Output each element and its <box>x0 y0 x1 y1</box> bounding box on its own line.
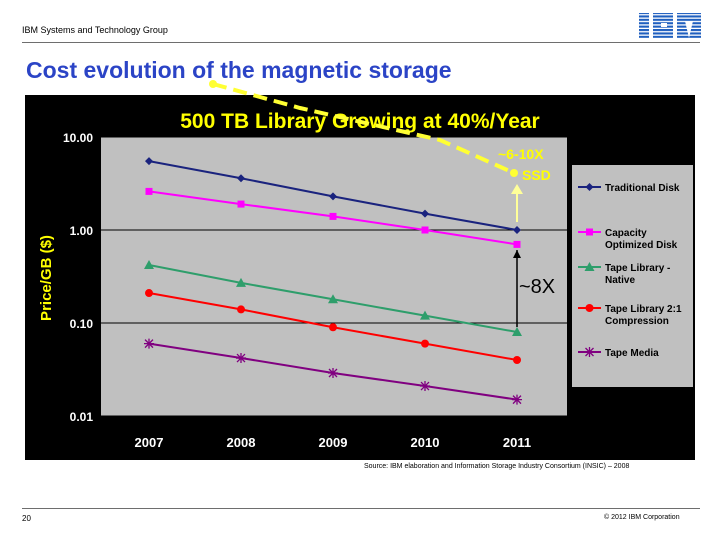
y-tick-label: 10.00 <box>63 131 93 145</box>
data-point <box>236 353 246 364</box>
legend-label: Traditional Disk <box>605 183 680 194</box>
x-tick-label: 2008 <box>227 435 256 450</box>
series-traditional-disk <box>145 157 521 234</box>
data-point <box>144 260 154 270</box>
header-group-text: IBM Systems and Technology Group <box>22 25 168 35</box>
data-point <box>421 226 429 234</box>
ibm-logo <box>639 13 701 38</box>
slide-title: Cost evolution of the magnetic storage <box>26 57 452 83</box>
data-point <box>145 289 153 298</box>
data-point <box>329 323 337 332</box>
legend-marker <box>585 304 594 312</box>
y-tick-label: 0.10 <box>70 317 94 331</box>
x-ticks: 2007 2008 2009 2010 2011 <box>135 435 532 450</box>
legend-marker <box>586 228 593 236</box>
legend-marker <box>584 262 595 271</box>
page-number: 20 <box>22 514 31 523</box>
legend-marker <box>584 347 595 357</box>
data-point <box>237 174 245 183</box>
data-point <box>237 200 245 208</box>
y-tick-label: 1.00 <box>70 224 94 238</box>
footer-divider <box>22 508 700 509</box>
ratio-annotation: ~8X <box>519 276 555 298</box>
data-point <box>513 240 521 248</box>
legend-label: Tape Media <box>605 348 659 359</box>
price-per-gb-chart: 500 TB Library Growing at 40%/Year Price… <box>25 95 695 460</box>
data-point <box>145 187 153 195</box>
data-point <box>145 157 153 166</box>
data-point <box>329 192 337 201</box>
x-tick-label: 2009 <box>319 435 348 450</box>
y-tick-label: 0.01 <box>70 410 94 424</box>
series-tape-library-2-1-compression <box>145 289 521 365</box>
data-point <box>236 277 246 287</box>
x-tick-label: 2007 <box>135 435 164 450</box>
series-layer <box>144 157 522 405</box>
data-point <box>420 310 430 320</box>
data-point <box>329 212 337 220</box>
ratio-arrowhead <box>513 250 521 258</box>
x-tick-label: 2011 <box>503 435 531 450</box>
plot-area <box>101 137 567 416</box>
legend-label: Tape Library 2:1 Compression <box>605 304 682 327</box>
data-point <box>328 367 338 378</box>
chart-title: 500 TB Library Growing at 40%/Year <box>180 110 539 133</box>
legend: Traditional Disk Capacity Optimized Disk Ta… <box>578 183 682 359</box>
data-point <box>513 356 521 365</box>
data-point <box>328 294 338 304</box>
data-point <box>421 339 429 348</box>
legend-label: Capacity Optimized Disk <box>605 228 678 251</box>
copyright: © 2012 IBM Corporation <box>604 514 680 521</box>
source-note: Source: IBM elaboration and Information … <box>364 463 630 470</box>
x-tick-label: 2010 <box>411 435 440 450</box>
data-point <box>513 226 521 234</box>
data-point <box>420 381 430 392</box>
legend-marker <box>585 183 594 191</box>
data-point <box>512 394 522 405</box>
ssd-arrowhead <box>511 184 523 194</box>
data-point <box>144 338 154 349</box>
header-divider <box>22 42 700 43</box>
legend-label: Tape Library -Native <box>605 263 670 286</box>
series-tape-media <box>144 338 522 405</box>
data-point <box>237 305 245 314</box>
y-axis-label: Price/GB ($) <box>38 235 55 321</box>
series-tape-library-native <box>144 260 522 337</box>
y-ticks: 10.00 1.00 0.10 0.01 <box>63 131 93 424</box>
data-point <box>421 209 429 218</box>
series-capacity-optimized-disk <box>145 187 521 248</box>
data-point <box>512 327 522 337</box>
